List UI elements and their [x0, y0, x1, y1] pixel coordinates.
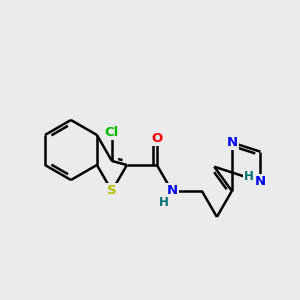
Text: N: N — [255, 175, 266, 188]
Text: Cl: Cl — [105, 126, 119, 139]
Text: N: N — [226, 136, 237, 149]
Text: H: H — [244, 170, 253, 183]
Text: H: H — [159, 196, 169, 209]
Text: N: N — [166, 184, 177, 197]
Text: S: S — [107, 184, 117, 197]
Text: O: O — [151, 131, 163, 145]
